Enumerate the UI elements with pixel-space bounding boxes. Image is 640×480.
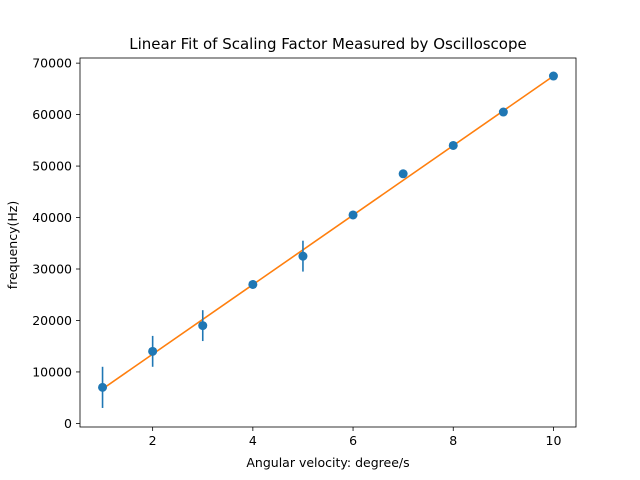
y-tick-label: 30000 <box>32 262 72 277</box>
y-tick-label: 60000 <box>32 107 72 122</box>
x-tick-label: 2 <box>149 433 157 448</box>
data-point <box>498 107 508 117</box>
y-tick-label: 50000 <box>32 159 72 174</box>
y-tick-label: 10000 <box>32 364 72 379</box>
x-tick-label: 8 <box>449 433 457 448</box>
data-point <box>348 210 358 220</box>
data-point <box>98 382 108 392</box>
y-tick-label: 70000 <box>32 56 72 71</box>
y-tick-label: 0 <box>64 416 72 431</box>
data-point <box>398 169 408 179</box>
y-tick-label: 40000 <box>32 210 72 225</box>
data-point <box>198 321 208 331</box>
data-point <box>248 279 258 289</box>
chart-title: Linear Fit of Scaling Factor Measured by… <box>129 35 527 53</box>
data-point <box>548 71 558 81</box>
data-point <box>148 346 158 356</box>
y-axis-label: frequency(Hz) <box>5 201 20 289</box>
x-axis-label: Angular velocity: degree/s <box>246 455 409 470</box>
x-tick-label: 4 <box>249 433 257 448</box>
x-tick-label: 6 <box>349 433 357 448</box>
axes-frame <box>79 57 577 428</box>
data-point <box>448 140 458 150</box>
data-point <box>298 251 308 261</box>
plot-area: 2 4 6 8 10 0 10000 20000 30000 40000 50000 60000 700… <box>32 56 577 448</box>
x-tick-label: 10 <box>546 433 562 448</box>
y-tick-label: 20000 <box>32 313 72 328</box>
fit-line <box>102 75 554 390</box>
